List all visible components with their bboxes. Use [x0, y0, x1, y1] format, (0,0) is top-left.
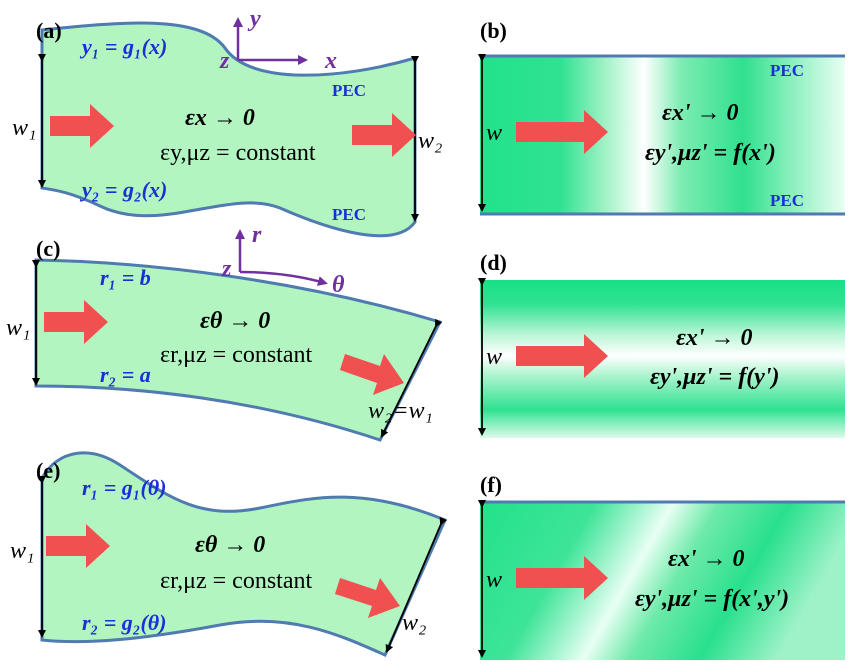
w-in-c: w₁: [6, 315, 30, 341]
red-arrow-a-in: [50, 104, 114, 148]
eq2-f: εy',μz' = f(x',y'): [635, 586, 789, 612]
axis-z-label-c: z: [221, 256, 232, 282]
top-boundary-a: y₁ = g₁(x): [79, 34, 167, 59]
w-out-c: w₂=w₁: [368, 398, 433, 424]
axis-x-label: x: [324, 48, 337, 74]
eq2-b: εy',μz' = f(x'): [645, 140, 776, 166]
eq2-e: εr,μz = constant: [160, 568, 312, 594]
top-boundary-e: r₁ = g₁(θ): [82, 475, 167, 500]
eq1-e: εθ → 0: [195, 532, 265, 558]
bottom-boundary-a: y₂ = g₂(x): [79, 177, 167, 202]
red-arrow-c-out: [340, 354, 404, 395]
red-arrow-c-in: [44, 300, 108, 344]
pec-top-a: PEC: [332, 81, 366, 100]
panel-b: (b) PEC PEC w εx' → 0 εy',μz' = f(x'): [478, 18, 845, 216]
red-arrow-d: [516, 334, 608, 378]
panel-e: (e) r₁ = g₁(θ) r₂ = g₂(θ) εθ → 0 εr,μz =…: [10, 451, 448, 657]
axis-r-label: r: [252, 222, 262, 248]
panel-label-e: (e): [36, 458, 60, 483]
panel-label-d: (d): [480, 250, 507, 275]
waveguide-e-shape: [40, 451, 447, 657]
top-boundary-c: r₁ = b: [100, 265, 151, 290]
w-in-e: w₁: [10, 538, 34, 564]
bottom-boundary-e: r₂ = g₂(θ): [82, 610, 167, 635]
eq1-d: εx' → 0: [676, 325, 753, 351]
red-arrow-f: [516, 556, 608, 600]
red-arrow-a-out: [352, 113, 416, 157]
eq1-b: εx' → 0: [662, 100, 739, 126]
eq1-a: εx → 0: [185, 105, 255, 131]
panel-label-c: (c): [36, 236, 60, 261]
axis-z-label: z: [219, 48, 230, 74]
pec-bottom-a: PEC: [332, 205, 366, 224]
w-d: w: [486, 344, 502, 370]
w-f: w: [486, 567, 502, 593]
red-arrow-e-in: [46, 524, 110, 568]
w-out-a: w₂: [418, 128, 442, 154]
waveguide-a-shape: [40, 21, 417, 238]
pec-bottom-b: PEC: [770, 191, 804, 210]
red-arrow-e-out: [335, 578, 400, 618]
bottom-boundary-c: r₂ = a: [100, 362, 151, 387]
panel-label-b: (b): [480, 18, 507, 43]
panel-f: (f) w εx' → 0 εy',μz' = f(x',y'): [478, 472, 845, 660]
panel-label-a: (a): [36, 18, 62, 43]
width-arrow-e-out: [385, 516, 448, 653]
red-arrow-b: [516, 110, 608, 154]
eq1-f: εx' → 0: [668, 546, 745, 572]
eq2-c: εr,μz = constant: [160, 342, 312, 368]
axis-y-label: y: [247, 6, 261, 32]
width-arrow-c-out: [381, 318, 443, 438]
eq2-d: εy',μz' = f(y'): [650, 364, 780, 390]
pec-top-b: PEC: [770, 61, 804, 80]
w-in-a: w₁: [12, 115, 36, 141]
panel-c: (c) r₁ = b r₂ = a εθ → 0 εr,μz = constan…: [6, 222, 443, 442]
axis-theta-arrow: [239, 270, 328, 286]
w-b: w: [486, 120, 502, 146]
w-out-e: w₂: [402, 610, 426, 636]
eq1-c: εθ → 0: [200, 308, 270, 334]
panel-a: (a) y₁ = g₁(x) y₂ = g₂(x) εx → 0 εy,μz =…: [12, 6, 442, 238]
panel-label-f: (f): [480, 472, 502, 497]
axis-theta-label: θ: [332, 272, 345, 298]
panel-d: (d) w εx' → 0 εy',μz' = f(y'): [478, 250, 845, 438]
eq2-a: εy,μz = constant: [160, 140, 316, 166]
